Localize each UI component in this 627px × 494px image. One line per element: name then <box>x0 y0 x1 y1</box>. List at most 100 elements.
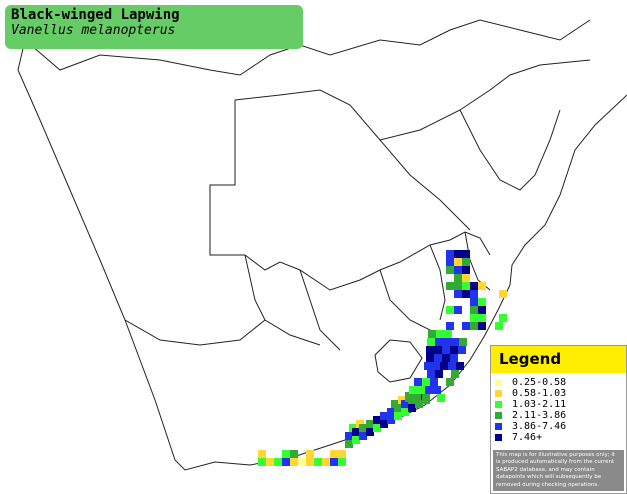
occurrence-cell <box>437 394 445 402</box>
occurrence-cell <box>359 432 367 440</box>
occurrence-cell <box>499 290 507 298</box>
occurrence-cell <box>434 354 442 362</box>
title: Black-winged Lapwing <box>11 7 180 23</box>
occurrence-cell <box>442 346 450 354</box>
occurrence-cell <box>462 250 470 258</box>
occurrence-cell <box>426 354 434 362</box>
occurrence-cell <box>290 458 298 466</box>
occurrence-cell <box>435 370 443 378</box>
legend-rows: 0.25-0.58 0.58-1.03 1.03-2.11 2.11-3.86 3.86… <box>491 377 626 443</box>
legend-entry: 0.25-0.58 <box>495 377 626 388</box>
occurrence-cell <box>373 424 381 432</box>
occurrence-cell <box>454 282 462 290</box>
occurrence-cell <box>306 450 314 458</box>
occurrence-cell <box>322 458 330 466</box>
occurrence-cell <box>425 386 433 394</box>
occurrence-cell <box>495 322 503 330</box>
occurrence-cell <box>446 282 454 290</box>
occurrence-cell <box>454 250 462 258</box>
occurrence-cell <box>432 362 440 370</box>
occurrence-cell <box>462 266 470 274</box>
occurrence-cell <box>408 404 416 412</box>
occurrence-cell <box>458 346 466 354</box>
occurrence-cell <box>373 416 381 424</box>
occurrence-cell <box>422 396 430 404</box>
occurrence-cell <box>366 420 374 428</box>
occurrence-cell <box>462 290 470 298</box>
occurrence-cell <box>345 440 353 448</box>
legend-title: Legend <box>491 346 626 373</box>
occurrence-cell <box>456 362 464 370</box>
occurrence-cell <box>380 412 388 420</box>
occurrence-cell <box>413 394 421 402</box>
occurrence-cell <box>352 428 360 436</box>
legend-entry: 7.46+ <box>495 432 626 443</box>
occurrence-cell <box>258 458 266 466</box>
occurrence-cell <box>433 386 441 394</box>
occurrence-cell <box>435 338 443 346</box>
occurrence-cell <box>446 266 454 274</box>
occurrence-cell <box>266 458 274 466</box>
occurrence-cell <box>478 314 486 322</box>
occurrence-cell <box>417 386 425 394</box>
legend-label: 0.25-0.58 <box>512 377 567 388</box>
legend-entry: 2.11-3.86 <box>495 410 626 421</box>
occurrence-cell <box>470 290 478 298</box>
occurrence-cell <box>444 330 452 338</box>
legend-swatch <box>495 379 502 386</box>
legend-swatch <box>495 401 502 408</box>
occurrence-cell <box>470 314 478 322</box>
legend-label: 2.11-3.86 <box>512 410 567 421</box>
occurrence-cell <box>459 338 467 346</box>
occurrence-cell <box>430 378 438 386</box>
occurrence-cell <box>478 298 486 306</box>
occurrence-cell <box>298 458 306 466</box>
occurrence-cell <box>450 346 458 354</box>
occurrence-cell <box>282 450 290 458</box>
legend-entry: 3.86-7.46 <box>495 421 626 432</box>
occurrence-cell <box>443 338 451 346</box>
legend-entry: 1.03-2.11 <box>495 399 626 410</box>
legend-swatch <box>495 390 502 397</box>
occurrence-cell <box>409 386 417 394</box>
legend-swatch <box>495 412 502 419</box>
occurrence-cell <box>454 290 462 298</box>
occurrence-cell <box>478 306 486 314</box>
occurrence-cell <box>394 412 402 420</box>
occurrence-cell <box>387 416 395 424</box>
legend: Legend 0.25-0.58 0.58-1.03 1.03-2.11 2.11-3… <box>490 345 627 494</box>
occurrence-cell <box>478 322 486 330</box>
occurrence-cell <box>415 400 423 408</box>
occurrence-cell <box>442 354 450 362</box>
occurrence-cell <box>446 322 454 330</box>
occurrence-cell <box>401 408 409 416</box>
legend-label: 7.46+ <box>512 432 543 443</box>
occurrence-cell <box>258 450 266 458</box>
occurrence-cell <box>290 450 298 458</box>
occurrence-cell <box>451 338 459 346</box>
occurrence-cell <box>426 346 434 354</box>
occurrence-cell <box>499 314 507 322</box>
occurrence-cell <box>359 424 367 432</box>
occurrence-cell <box>306 458 314 466</box>
occurrence-cell <box>345 432 353 440</box>
occurrence-cell <box>454 306 462 314</box>
legend-entry: 0.58-1.03 <box>495 388 626 399</box>
occurrence-cell <box>405 394 413 402</box>
occurrence-cell <box>446 378 454 386</box>
occurrence-cell <box>366 428 374 436</box>
legend-label: 1.03-2.11 <box>512 399 567 410</box>
title-box: Black-winged Lapwing Vanellus melanopter… <box>5 5 303 49</box>
legend-swatch <box>495 434 502 441</box>
occurrence-cell <box>478 282 486 290</box>
occurrence-cell <box>427 370 435 378</box>
occurrence-cell <box>446 250 454 258</box>
occurrence-cell <box>436 330 444 338</box>
occurrence-cell <box>470 298 478 306</box>
occurrence-cell <box>422 378 430 386</box>
occurrence-cell <box>440 362 448 370</box>
occurrence-cell <box>338 450 346 458</box>
occurrence-cell <box>470 322 478 330</box>
occurrence-cell <box>434 346 442 354</box>
